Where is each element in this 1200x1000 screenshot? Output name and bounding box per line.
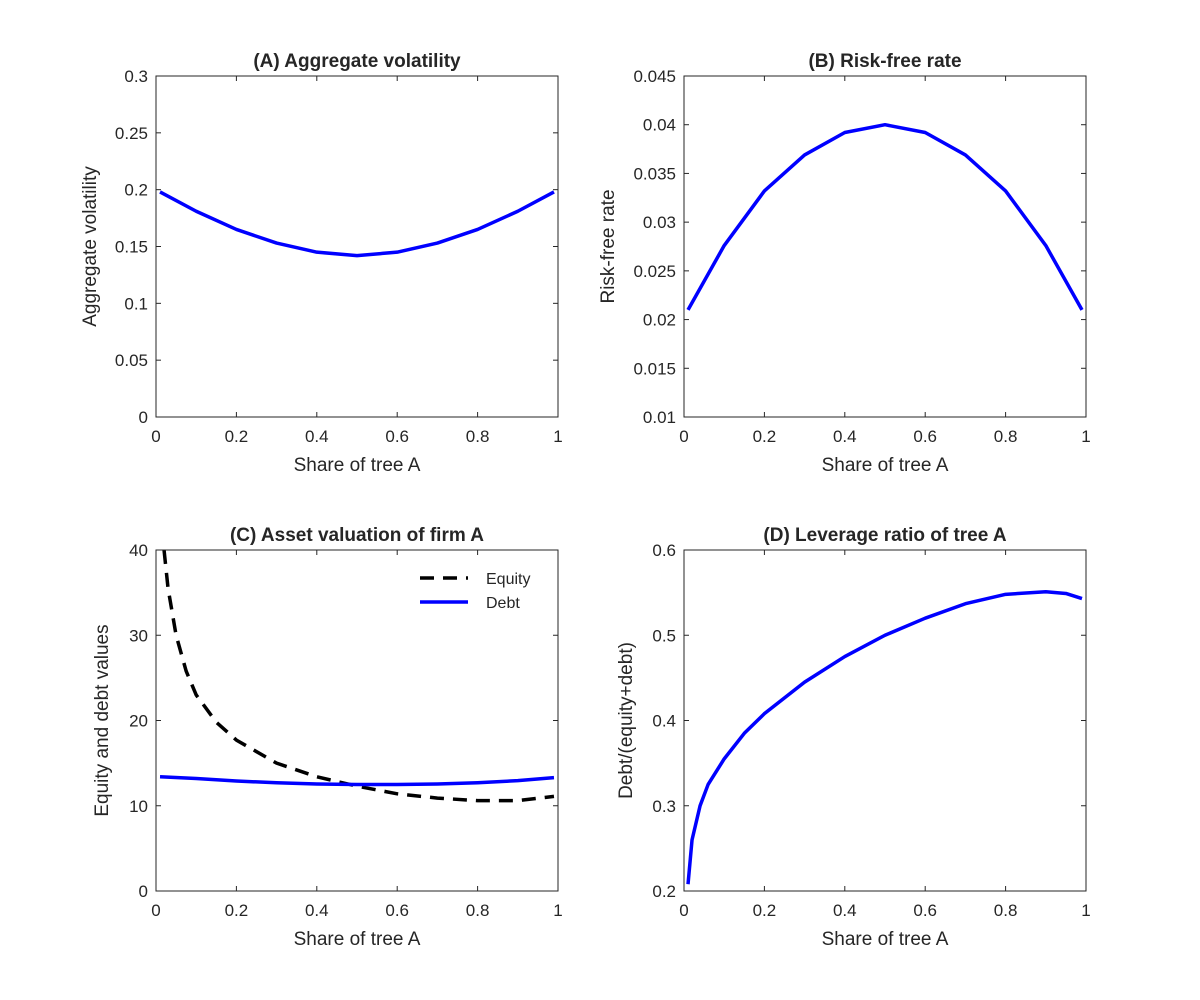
x-tick-label: 0.4	[305, 427, 329, 446]
y-tick-label: 0.6	[652, 541, 676, 560]
x-tick-label: 0.8	[466, 427, 490, 446]
y-tick-label: 40	[129, 541, 148, 560]
series-line-0	[686, 122, 1084, 311]
y-tick-label: 0.4	[652, 712, 676, 731]
axes-frame	[155, 75, 559, 418]
y-tick-label: 30	[129, 626, 148, 645]
x-axis-label: Share of tree A	[294, 455, 421, 476]
series-line-equity	[162, 550, 555, 803]
chart-panel-0: 0 0.2 0.4 0.6 0.8 1 0 0.05 0.1 0.15 0.2 0.25 0.3 (A) …	[80, 51, 563, 476]
y-tick-label: 0.05	[115, 351, 148, 370]
y-tick-label: 0.01	[643, 408, 676, 427]
x-tick-label: 0	[679, 901, 688, 920]
axes-frame	[683, 549, 1087, 892]
x-tick-label: 0.2	[225, 427, 249, 446]
y-tick-label: 10	[129, 797, 148, 816]
legend-label-equity: Equity	[486, 571, 530, 588]
x-tick-label: 1	[1081, 901, 1090, 920]
x-tick-label: 0.6	[913, 427, 937, 446]
x-tick-label: 0.6	[385, 901, 409, 920]
y-tick-label: 0.035	[633, 164, 676, 183]
x-tick-label: 0.2	[753, 427, 777, 446]
y-tick-label: 20	[129, 712, 148, 731]
x-tick-label: 1	[1081, 427, 1090, 446]
y-tick-label: 0.015	[633, 359, 676, 378]
x-tick-label: 0.8	[466, 901, 490, 920]
chart-panel-3: 0 0.2 0.4 0.6 0.8 10.20.30.40.50.6(D) Leverag…	[616, 525, 1091, 950]
x-tick-label: 0.6	[385, 427, 409, 446]
y-tick-label: 0	[139, 408, 148, 427]
y-tick-label: 0.3	[124, 67, 148, 86]
x-tick-label: 1	[553, 427, 562, 446]
series-line-0	[686, 590, 1083, 885]
x-axis-label: Share of tree A	[822, 929, 949, 950]
x-tick-label: 0.8	[994, 427, 1018, 446]
y-tick-label: 0.02	[643, 311, 676, 330]
y-axis-label: Debt/(equity+debt)	[616, 642, 637, 799]
y-axis-label: Equity and debt values	[92, 624, 113, 816]
x-tick-label: 0.4	[833, 427, 857, 446]
x-tick-label: 0.8	[994, 901, 1018, 920]
y-tick-label: 0	[139, 882, 148, 901]
x-tick-label: 1	[553, 901, 562, 920]
y-tick-label: 0.25	[115, 124, 148, 143]
x-tick-label: 0.2	[225, 901, 249, 920]
legend-label-debt: Debt	[486, 595, 520, 612]
y-tick-label: 0.5	[652, 626, 676, 645]
x-tick-label: 0	[151, 427, 160, 446]
x-tick-label: 0.2	[753, 901, 777, 920]
x-tick-label: 0.4	[833, 901, 857, 920]
chart-panel-1: 0 0.2 0.4 0.6 0.8 1 0.01 0.015 0.02 0.025 0.03 0.03…	[598, 51, 1091, 476]
series-line-0	[159, 190, 555, 258]
legend: Equity Debt	[420, 571, 530, 612]
x-tick-label: 0	[151, 901, 160, 920]
x-tick-label: 0	[679, 427, 688, 446]
chart-title: (B) Risk-free rate	[808, 51, 961, 72]
y-axis-label: Aggregate volatility	[80, 166, 101, 327]
y-tick-label: 0.04	[643, 116, 676, 135]
y-tick-label: 0.2	[124, 181, 148, 200]
chart-title: (A) Aggregate volatility	[253, 51, 461, 72]
y-tick-label: 0.2	[652, 882, 676, 901]
chart-title: (C) Asset valuation of firm A	[230, 525, 484, 546]
series-line-debt	[159, 775, 555, 787]
x-tick-label: 0.4	[305, 901, 329, 920]
y-tick-label: 0.025	[633, 262, 676, 281]
axes-frame	[683, 75, 1087, 418]
y-tick-label: 0.15	[115, 238, 148, 257]
y-axis-label: Risk-free rate	[598, 189, 619, 303]
x-axis-label: Share of tree A	[822, 455, 949, 476]
y-tick-label: 0.045	[633, 67, 676, 86]
y-tick-label: 0.3	[652, 797, 676, 816]
chart-title: (D) Leverage ratio of tree A	[763, 525, 1006, 546]
x-tick-label: 0.6	[913, 901, 937, 920]
y-tick-label: 0.1	[124, 294, 148, 313]
x-axis-label: Share of tree A	[294, 929, 421, 950]
y-tick-label: 0.03	[643, 213, 676, 232]
